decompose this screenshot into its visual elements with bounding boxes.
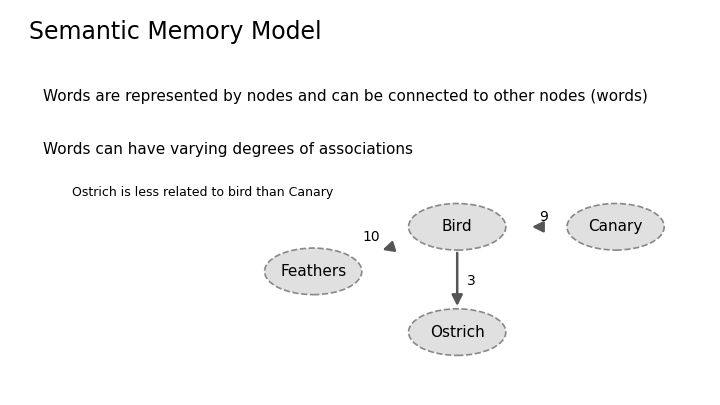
Text: Semantic Memory Model: Semantic Memory Model: [29, 20, 321, 44]
Text: 10: 10: [362, 230, 379, 244]
Ellipse shape: [265, 248, 362, 295]
Ellipse shape: [408, 204, 505, 250]
Text: Words can have varying degrees of associations: Words can have varying degrees of associ…: [43, 142, 413, 157]
Text: Ostrich: Ostrich: [430, 324, 485, 340]
Text: 9: 9: [539, 210, 548, 224]
Ellipse shape: [567, 204, 665, 250]
Text: Ostrich is less related to bird than Canary: Ostrich is less related to bird than Can…: [72, 186, 333, 199]
Text: 3: 3: [467, 275, 476, 288]
Text: Canary: Canary: [588, 219, 643, 234]
Ellipse shape: [408, 309, 505, 356]
Text: Words are represented by nodes and can be connected to other nodes (words): Words are represented by nodes and can b…: [43, 89, 648, 104]
Text: Feathers: Feathers: [280, 264, 346, 279]
Text: Bird: Bird: [442, 219, 472, 234]
